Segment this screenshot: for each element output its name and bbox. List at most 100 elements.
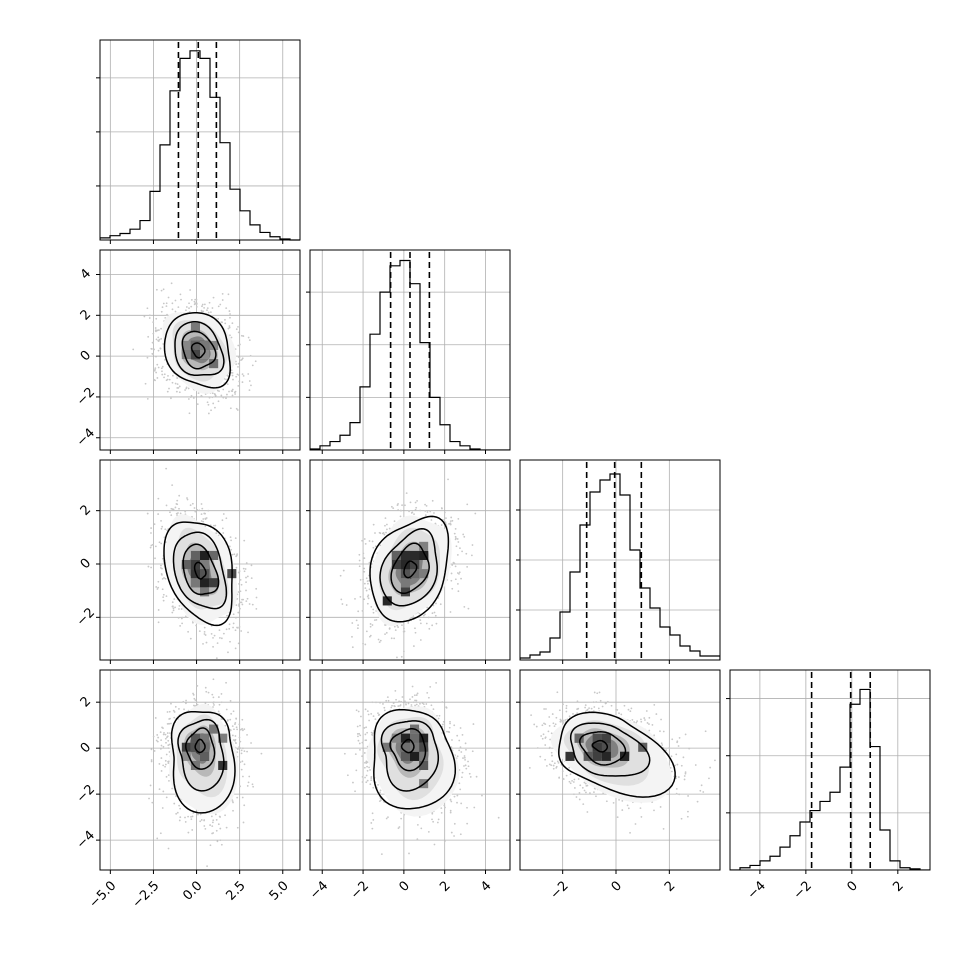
scatter-point (197, 813, 199, 816)
scatter-point (456, 734, 459, 737)
scatter-point (386, 523, 388, 526)
scatter-point (240, 768, 243, 771)
scatter-point (201, 507, 204, 510)
scatter-point (533, 723, 536, 726)
scatter-point (157, 513, 160, 515)
scatter-point (203, 819, 205, 822)
scatter-point (179, 512, 182, 515)
scatter-point (155, 586, 158, 588)
scatter-point (213, 701, 215, 704)
scatter-point (357, 735, 359, 738)
scatter-point (400, 817, 403, 820)
scatter-point (204, 702, 207, 705)
scatter-point (200, 395, 203, 398)
scatter-point (354, 753, 357, 756)
scatter-point (175, 812, 178, 815)
scatter-point (165, 595, 168, 598)
density-block (410, 550, 420, 560)
scatter-point (543, 708, 546, 710)
scatter-point (365, 774, 368, 777)
scatter-point (205, 517, 208, 519)
scatter-point (363, 557, 366, 560)
scatter-point (166, 711, 169, 713)
scatter-point (456, 572, 459, 574)
contour-line-1 (185, 727, 216, 770)
scatter-panel-2-1 (306, 459, 511, 664)
scatter-point (358, 553, 361, 556)
scatter-point (452, 561, 455, 564)
scatter-point (357, 624, 359, 627)
scatter-point (545, 765, 548, 767)
panel-frame (729, 669, 931, 871)
scatter-point (408, 510, 410, 513)
scatter-point (362, 642, 364, 645)
scatter-point (167, 747, 170, 750)
scatter-point (419, 509, 421, 512)
scatter-point (702, 791, 705, 793)
scatter-point (365, 577, 368, 580)
scatter-point (210, 409, 212, 412)
scatter-point (232, 710, 235, 713)
x-tick-label: 2 (437, 878, 453, 894)
scatter-point (242, 821, 245, 824)
scatter-point (583, 789, 586, 792)
y-tick-label: −2 (74, 385, 98, 409)
scatter-point (378, 641, 381, 644)
scatter-point (378, 800, 381, 803)
y-tick-label: 0 (78, 556, 94, 572)
x-tick-label: 5.0 (267, 878, 292, 903)
scatter-point (370, 731, 373, 734)
scatter-point (451, 519, 454, 522)
scatter-point (238, 374, 240, 377)
scatter-point (497, 816, 500, 819)
scatter-point (351, 646, 354, 649)
scatter-point (415, 694, 418, 696)
scatter-point (150, 760, 153, 763)
scatter-point (190, 818, 193, 821)
scatter-point (237, 384, 240, 387)
scatter-point (579, 784, 582, 787)
scatter-point (247, 373, 250, 375)
scatter-point (147, 565, 150, 568)
scatter-point (160, 527, 163, 530)
scatter-point (174, 506, 177, 509)
scatter-point (157, 586, 160, 589)
scatter-point (171, 484, 174, 487)
scatter-point (573, 793, 575, 796)
scatter-point (225, 826, 228, 829)
scatter-point (586, 784, 589, 787)
density-block (382, 596, 392, 606)
scatter-point (245, 589, 247, 592)
scatter-point (371, 733, 373, 736)
scatter-point (684, 772, 687, 775)
scatter-point (166, 735, 169, 738)
scatter-point (577, 707, 579, 710)
scatter-point (155, 317, 158, 320)
scatter-point (160, 337, 163, 340)
scatter-point (226, 719, 229, 722)
scatter-point (466, 503, 469, 506)
scatter-point (203, 633, 206, 635)
scatter-point (189, 637, 192, 640)
scatter-point (366, 779, 369, 782)
scatter-point (653, 703, 656, 706)
density-block (410, 569, 420, 579)
scatter-point (471, 750, 474, 753)
scatter-point (544, 758, 547, 761)
scatter-point (363, 598, 366, 601)
scatter-point (377, 783, 379, 786)
scatter-point (457, 518, 460, 520)
scatter-point (222, 396, 225, 399)
scatter-point (146, 512, 149, 515)
scatter-point (395, 698, 397, 701)
scatter-point (668, 747, 671, 749)
scatter-point (355, 709, 358, 712)
scatter-point (179, 807, 182, 810)
scatter-point (236, 796, 239, 799)
scatter-point (358, 742, 361, 745)
scatter-point (155, 338, 158, 341)
scatter-point (368, 540, 371, 542)
scatter-point (157, 349, 160, 352)
scatter-point (433, 512, 435, 514)
scatter-point (243, 570, 246, 573)
